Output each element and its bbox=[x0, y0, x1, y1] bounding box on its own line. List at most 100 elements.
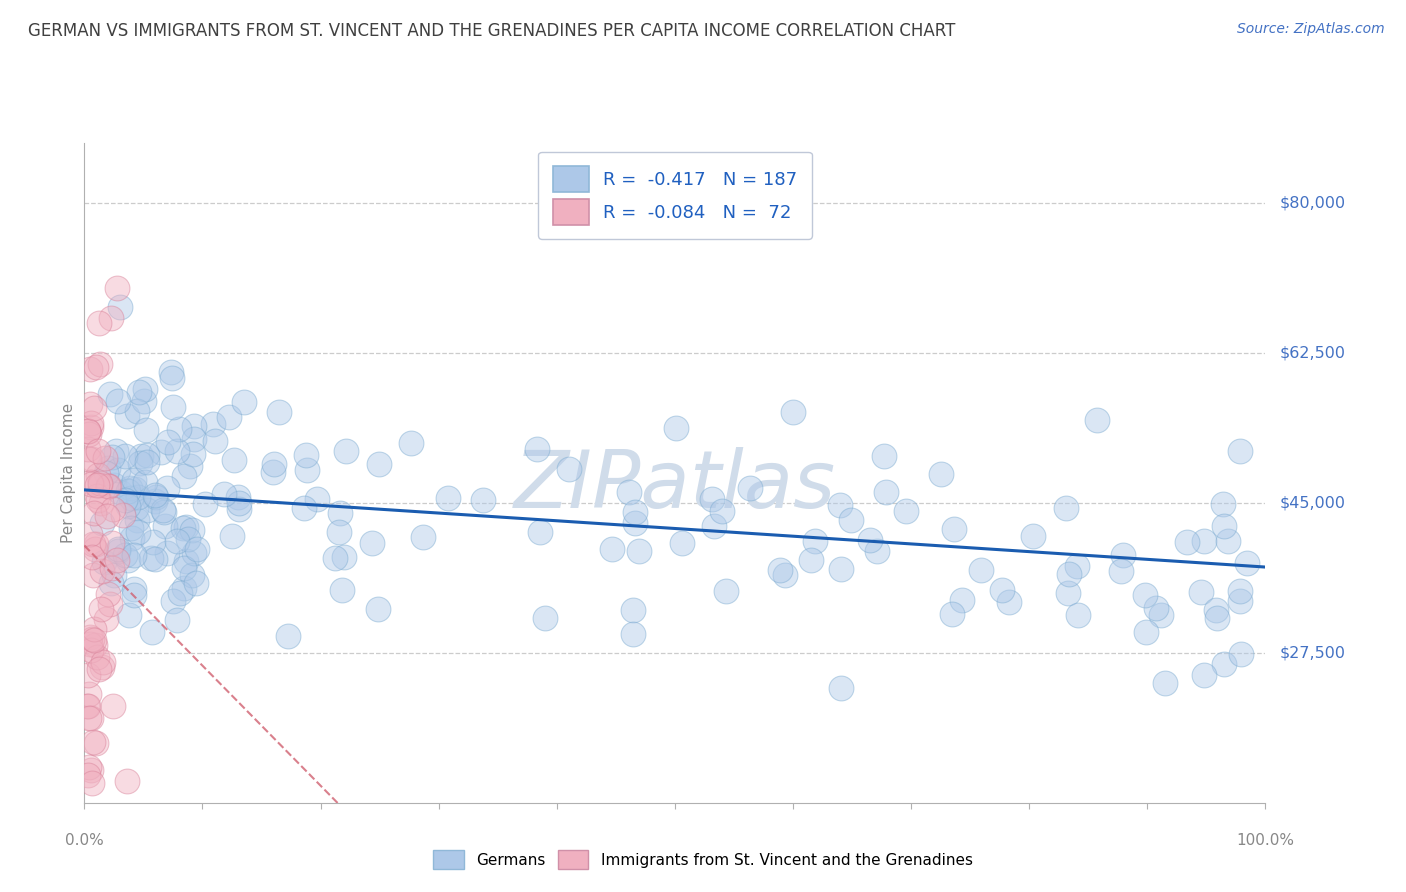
Point bbox=[437, 491, 460, 506]
Point bbox=[117, 499, 139, 513]
Point bbox=[866, 544, 889, 558]
Point bbox=[830, 681, 852, 695]
Point bbox=[101, 698, 124, 713]
Point bbox=[1205, 602, 1227, 616]
Point bbox=[1212, 519, 1234, 533]
Point bbox=[186, 541, 208, 556]
Point bbox=[87, 493, 110, 508]
Point bbox=[80, 776, 103, 790]
Point bbox=[100, 450, 122, 464]
Point bbox=[267, 405, 290, 419]
Point bbox=[873, 449, 896, 463]
Point bbox=[80, 763, 103, 777]
Point bbox=[703, 518, 725, 533]
Point bbox=[204, 434, 226, 449]
Point bbox=[665, 421, 688, 435]
Point bbox=[127, 525, 149, 540]
Point bbox=[87, 662, 110, 676]
Point bbox=[183, 432, 205, 446]
Point bbox=[80, 475, 103, 490]
Text: $80,000: $80,000 bbox=[1279, 195, 1346, 211]
Point bbox=[97, 587, 120, 601]
Text: $62,500: $62,500 bbox=[1279, 345, 1346, 360]
Point bbox=[80, 549, 103, 564]
Point bbox=[169, 422, 191, 436]
Point bbox=[86, 650, 108, 665]
Point bbox=[623, 516, 645, 530]
Point bbox=[194, 497, 217, 511]
Point bbox=[86, 489, 108, 503]
Point bbox=[100, 597, 122, 611]
Point bbox=[122, 473, 145, 487]
Point bbox=[118, 608, 141, 623]
Point bbox=[526, 442, 548, 457]
Text: GERMAN VS IMMIGRANTS FROM ST. VINCENT AND THE GRENADINES PER CAPITA INCOME CORRE: GERMAN VS IMMIGRANTS FROM ST. VINCENT AN… bbox=[28, 22, 956, 40]
Point bbox=[875, 485, 897, 500]
Point bbox=[330, 582, 353, 597]
Point bbox=[941, 607, 963, 622]
Point bbox=[110, 301, 132, 315]
Point bbox=[150, 445, 173, 459]
Point bbox=[87, 468, 110, 483]
Point bbox=[79, 477, 101, 491]
Point bbox=[93, 555, 115, 569]
Point bbox=[183, 447, 205, 461]
Point bbox=[98, 387, 121, 401]
Point bbox=[156, 481, 179, 495]
Point bbox=[360, 536, 382, 550]
Text: Source: ZipAtlas.com: Source: ZipAtlas.com bbox=[1237, 22, 1385, 37]
Point bbox=[98, 479, 121, 493]
Point bbox=[162, 594, 184, 608]
Point bbox=[82, 735, 104, 749]
Point bbox=[368, 457, 391, 471]
Point bbox=[183, 546, 205, 560]
Point bbox=[121, 531, 143, 545]
Point bbox=[127, 490, 149, 504]
Point bbox=[77, 760, 100, 774]
Point bbox=[201, 417, 224, 431]
Point bbox=[859, 533, 882, 548]
Point bbox=[122, 582, 145, 596]
Point bbox=[80, 452, 103, 467]
Legend: R =  -0.417   N = 187, R =  -0.084   N =  72: R = -0.417 N = 187, R = -0.084 N = 72 bbox=[538, 152, 811, 239]
Point bbox=[96, 466, 118, 480]
Point bbox=[1066, 559, 1088, 574]
Point bbox=[1109, 564, 1132, 578]
Point bbox=[117, 483, 139, 498]
Point bbox=[804, 533, 827, 548]
Point bbox=[103, 567, 125, 582]
Point bbox=[335, 444, 357, 458]
Point bbox=[166, 613, 188, 627]
Point bbox=[174, 553, 197, 567]
Point bbox=[79, 416, 101, 430]
Point bbox=[120, 482, 142, 496]
Point bbox=[173, 582, 195, 596]
Point bbox=[367, 602, 389, 616]
Point bbox=[83, 633, 105, 648]
Point bbox=[124, 549, 146, 563]
Point bbox=[77, 442, 100, 456]
Point bbox=[90, 601, 112, 615]
Point bbox=[77, 711, 100, 725]
Point bbox=[139, 550, 162, 565]
Point bbox=[84, 359, 107, 374]
Point bbox=[181, 568, 204, 582]
Point bbox=[323, 550, 346, 565]
Point bbox=[110, 485, 132, 500]
Point bbox=[77, 424, 100, 438]
Point bbox=[277, 629, 299, 643]
Point bbox=[142, 535, 165, 549]
Point bbox=[114, 493, 136, 508]
Point bbox=[183, 419, 205, 434]
Point bbox=[103, 477, 125, 491]
Point bbox=[83, 401, 105, 416]
Point bbox=[128, 385, 150, 400]
Point bbox=[929, 467, 952, 481]
Point bbox=[160, 370, 183, 384]
Point bbox=[145, 490, 167, 504]
Point bbox=[623, 627, 645, 641]
Point bbox=[800, 553, 823, 567]
Point bbox=[79, 396, 101, 410]
Point bbox=[619, 484, 641, 499]
Point bbox=[176, 532, 198, 546]
